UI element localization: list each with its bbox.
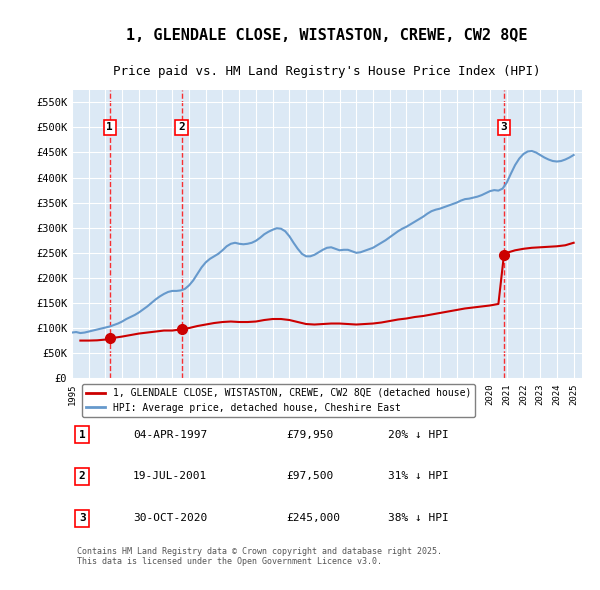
Text: Price paid vs. HM Land Registry's House Price Index (HPI): Price paid vs. HM Land Registry's House … bbox=[113, 65, 541, 78]
Text: 30-OCT-2020: 30-OCT-2020 bbox=[133, 513, 208, 523]
Text: 38% ↓ HPI: 38% ↓ HPI bbox=[388, 513, 449, 523]
Text: 1, GLENDALE CLOSE, WISTASTON, CREWE, CW2 8QE: 1, GLENDALE CLOSE, WISTASTON, CREWE, CW2… bbox=[126, 28, 528, 43]
Text: £79,950: £79,950 bbox=[286, 430, 334, 440]
Text: £97,500: £97,500 bbox=[286, 471, 334, 481]
Text: Contains HM Land Registry data © Crown copyright and database right 2025.
This d: Contains HM Land Registry data © Crown c… bbox=[77, 547, 442, 566]
Legend: 1, GLENDALE CLOSE, WISTASTON, CREWE, CW2 8QE (detached house), HPI: Average pric: 1, GLENDALE CLOSE, WISTASTON, CREWE, CW2… bbox=[82, 384, 475, 417]
Text: 3: 3 bbox=[79, 513, 86, 523]
Text: 1: 1 bbox=[79, 430, 86, 440]
Text: 20% ↓ HPI: 20% ↓ HPI bbox=[388, 430, 449, 440]
Text: 2: 2 bbox=[79, 471, 86, 481]
Text: 1: 1 bbox=[106, 122, 113, 132]
Text: 3: 3 bbox=[500, 122, 507, 132]
Text: 04-APR-1997: 04-APR-1997 bbox=[133, 430, 208, 440]
Text: 19-JUL-2001: 19-JUL-2001 bbox=[133, 471, 208, 481]
Text: 2: 2 bbox=[178, 122, 185, 132]
Text: £245,000: £245,000 bbox=[286, 513, 340, 523]
Text: 31% ↓ HPI: 31% ↓ HPI bbox=[388, 471, 449, 481]
